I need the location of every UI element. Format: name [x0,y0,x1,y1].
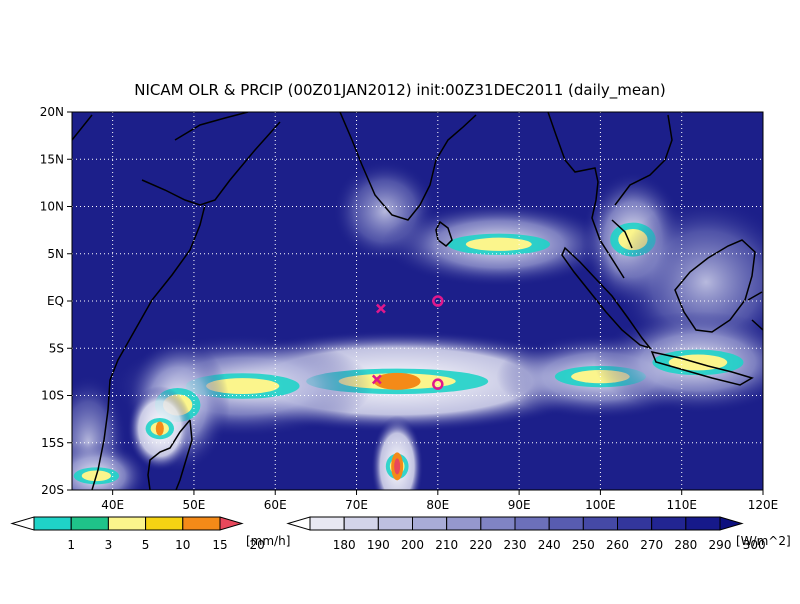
precip-colorbar-label: 20 [250,538,265,552]
x-tick-label: 100E [585,498,616,512]
precip-colorbar-swatch [107,516,147,531]
precip-colorbar-label: 5 [142,538,150,552]
olr-colorbar-swatch [480,516,516,531]
olr-colorbar-high-end [719,516,744,531]
storm-circle-marker [432,295,444,307]
india-coastline [339,112,477,221]
olr-colorbar-swatch [617,516,653,531]
java-coastline [650,350,754,386]
africa-coastline [72,114,281,490]
x-tick-label: 120E [748,498,779,512]
x-tick-label: 50E [183,498,206,512]
precip-cell [155,421,164,436]
olr-colorbar-swatch [377,516,414,531]
precip-colorbar-high-end [219,516,244,531]
y-tick-label: 20S [41,483,64,497]
y-tick-label: 15S [41,436,64,450]
olr-colorbar-swatch [343,516,379,531]
olr-colorbar-low-end [286,516,311,531]
olr-colorbar-label: 230 [504,538,527,552]
y-tick-label: EQ [47,294,64,308]
precip-colorbar-label: 1 [67,538,75,552]
storm-x-marker [371,374,382,385]
olr-colorbar-swatch [514,516,550,531]
madagascar-coastline [147,419,193,490]
y-tick-label: 20N [40,105,64,119]
olr-colorbar-label: 300 [743,538,766,552]
map-gridlines [72,112,763,490]
y-tick-label: 10S [41,389,64,403]
precip-colorbar-swatch [145,516,184,531]
olr-colorbar-label: 180 [333,538,356,552]
precip-cell [394,458,401,475]
olr-colorbar-swatch [685,516,721,531]
x-tick-label: 110E [666,498,697,512]
precip-colorbar-swatch [70,516,109,531]
precip-colorbar-swatch [182,516,221,531]
x-tick-label: 90E [508,498,531,512]
precip-colorbar: [mm/h] 1 3 5 10 15 20 [10,516,290,552]
coastlines [72,112,763,490]
precip-cell [373,372,421,390]
chart-title: NICAM OLR & PRCIP (00Z01JAN2012) init:00… [134,81,665,100]
olr-colorbar-swatch [412,516,448,531]
olr-colorbar-swatch [548,516,584,531]
olr-colorbar-swatch [582,516,618,531]
olr-colorbar-label: 260 [606,538,629,552]
y-tick-label: 10N [40,200,64,214]
x-tick-label: 40E [101,498,124,512]
precip-colorbar-swatch [33,516,72,531]
olr-colorbar-unit: [W/m^2] [736,534,791,548]
y-tick-label: 5N [47,247,64,261]
olr-colorbar-label: 200 [401,538,424,552]
map-markers [371,295,444,390]
indochina-coastline [611,114,673,249]
arabia-coastline [174,112,249,141]
precip-colorbar-label: 15 [212,538,227,552]
olr-colorbar-label: 280 [674,538,697,552]
borneo-coastline [674,239,756,333]
olr-colorbar-label: 290 [709,538,732,552]
y-tick-label: 5S [49,341,64,355]
olr-colorbar-label: 240 [538,538,561,552]
olr-colorbar-label: 220 [469,538,492,552]
map-axes: 40E 50E 60E 70E 80E 90E 100E 110E 120E 20N 15N 10N 5… [40,105,779,512]
olr-colorbar-label: 190 [367,538,390,552]
x-tick-label: 80E [426,498,449,512]
map-plot-area: 40E 50E 60E 70E 80E 90E 100E 110E 120E 20N 15N 10N 5… [40,105,779,512]
storm-circle-marker [432,378,444,390]
olr-colorbar: [W/m^2] 180 190 200 210 220 230 240 250 260 270 28… [286,516,791,552]
sumatra-coastline [561,246,653,350]
x-tick-label: 70E [345,498,368,512]
precip-colorbar-label: 10 [175,538,190,552]
malay-peninsula-coastline [547,112,625,279]
x-tick-label: 60E [264,498,287,512]
precip-colorbar-label: 3 [105,538,113,552]
y-tick-label: 15N [40,152,64,166]
precip-cell [465,237,532,251]
storm-x-marker [376,303,386,314]
sri-lanka-coastline [435,220,453,247]
olr-colorbar-swatch [446,516,482,531]
olr-colorbar-label: 270 [640,538,663,552]
sulawesi-coastline [747,291,763,331]
olr-colorbar-label: 250 [572,538,595,552]
olr-colorbar-label: 210 [435,538,458,552]
olr-colorbar-swatch [651,516,687,531]
precip-colorbar-low-end [10,516,35,531]
olr-colorbar-swatch [309,516,345,531]
precip-colorbar-unit: [mm/h] [246,534,290,548]
